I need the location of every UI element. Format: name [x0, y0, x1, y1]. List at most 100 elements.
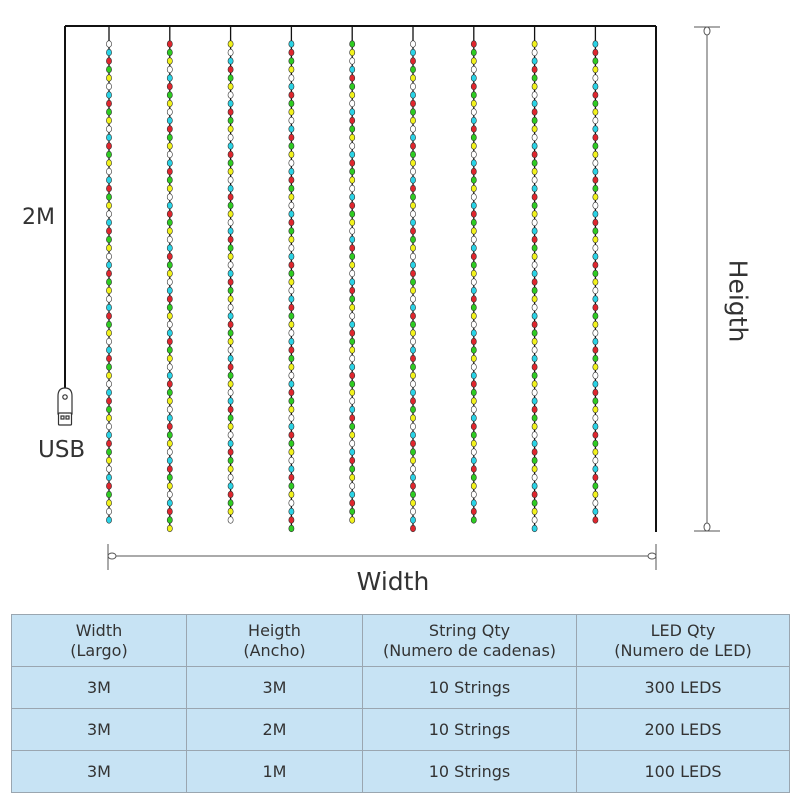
led-bulb-red [470, 380, 477, 388]
led-bulb-yellow [288, 193, 295, 201]
width-end-cap-right [647, 552, 657, 560]
led-bulb-green [349, 465, 356, 473]
led-bulb-cyan [531, 184, 538, 193]
led-bulb-white [106, 252, 112, 261]
led-bulb-green [106, 320, 112, 329]
led-bulb-red [349, 244, 356, 252]
led-bulb-white [349, 57, 356, 65]
led-bulb-green [470, 431, 477, 439]
led-bulb-red [349, 201, 356, 210]
led-bulb-red [470, 252, 477, 261]
led-bulb-cyan [166, 499, 173, 507]
led-bulb-red [227, 363, 234, 371]
led-bulb-cyan [106, 133, 112, 142]
led-bulb-red [166, 82, 173, 91]
led-bulb-white [349, 142, 356, 150]
led-bulb-red [349, 159, 356, 167]
led-bulb-yellow [410, 74, 416, 82]
led-bulb-white [592, 456, 599, 465]
table-cell: 3M [11, 666, 187, 709]
led-bulb-green [592, 269, 599, 278]
header-width: Width (Largo) [11, 614, 187, 667]
led-bulb-red [349, 116, 356, 125]
led-bulb-white [166, 193, 173, 201]
led-bulb-yellow [166, 482, 173, 490]
led-bulb-yellow [592, 490, 599, 499]
led-bulb-yellow [288, 108, 295, 116]
led-bulb-red [470, 125, 477, 133]
led-bulb-cyan [470, 456, 477, 465]
led-bulb-green [470, 346, 477, 354]
table-cell: 3M [186, 666, 363, 709]
height-end-cap-bottom [703, 522, 711, 532]
led-bulb-cyan [106, 516, 112, 524]
led-bulb-green [592, 227, 599, 235]
led-bulb-cyan [349, 235, 356, 244]
led-bulb-green [227, 456, 234, 465]
led-bulb-yellow [349, 473, 356, 482]
led-bulb-white [166, 448, 173, 456]
led-bulb-green [166, 48, 173, 57]
header-height-line1: Heigth [248, 620, 301, 640]
led-bulb-green [349, 295, 356, 303]
led-bulb-yellow [349, 303, 356, 312]
led-bulb-red [592, 388, 599, 397]
led-bulb-green [531, 456, 538, 465]
led-bulb-white [166, 150, 173, 159]
led-bulb-white [592, 74, 599, 82]
led-bulb-green [227, 371, 234, 380]
header-height-line2: (Ancho) [243, 640, 306, 660]
led-bulb-yellow [106, 499, 112, 507]
led-bulb-green [470, 91, 477, 99]
led-bulb-white [592, 116, 599, 125]
led-bulb-green [470, 133, 477, 142]
led-bulb-white [592, 499, 599, 507]
led-bulb-red [349, 329, 356, 337]
led-bulb-white [592, 371, 599, 380]
led-bulb-green [106, 235, 112, 244]
led-bulb-yellow [166, 99, 173, 108]
led-bulb-green [531, 159, 538, 167]
led-bulb-white [227, 218, 234, 227]
lead-length-label: 2M [22, 205, 55, 230]
led-bulb-green [227, 286, 234, 295]
led-bulb-yellow [349, 388, 356, 397]
led-bulb-cyan [349, 490, 356, 499]
led-bulb-cyan [410, 176, 416, 184]
led-bulb-red [166, 465, 173, 473]
led-bulb-cyan [166, 201, 173, 210]
led-bulb-green [470, 261, 477, 269]
led-bulb-red [531, 448, 538, 456]
led-bulb-green [166, 431, 173, 439]
led-bulb-green [470, 48, 477, 57]
led-bulb-yellow [531, 210, 538, 218]
width-label: Width [356, 567, 430, 596]
led-bulb-green [470, 218, 477, 227]
led-bulb-green [288, 524, 295, 533]
led-bulb-yellow [410, 244, 416, 252]
led-bulb-green [288, 142, 295, 150]
led-bulb-green [349, 507, 356, 516]
led-bulb-red [592, 218, 599, 227]
led-bulb-white [531, 218, 538, 227]
header-width-line1: Width [75, 620, 123, 640]
led-bulb-white [410, 210, 416, 218]
led-bulb-red [410, 397, 416, 405]
led-bulb-white [227, 91, 234, 99]
led-bulb-cyan [592, 82, 599, 91]
led-bulb-yellow [531, 465, 538, 473]
led-bulb-cyan [106, 176, 112, 184]
led-bulb-white [227, 516, 234, 524]
led-bulb-red [227, 65, 234, 74]
led-bulb-cyan [166, 244, 173, 252]
table-cell: 3M [11, 750, 187, 793]
led-bulb-red [227, 193, 234, 201]
led-bulb-green [410, 320, 416, 329]
led-bulb-white [166, 108, 173, 116]
led-bulb-yellow [227, 295, 234, 303]
led-bulb-red [531, 193, 538, 201]
led-bulb-red [531, 150, 538, 159]
led-bulb-white [410, 252, 416, 261]
led-bulb-green [106, 150, 112, 159]
led-bulb-yellow [592, 448, 599, 456]
